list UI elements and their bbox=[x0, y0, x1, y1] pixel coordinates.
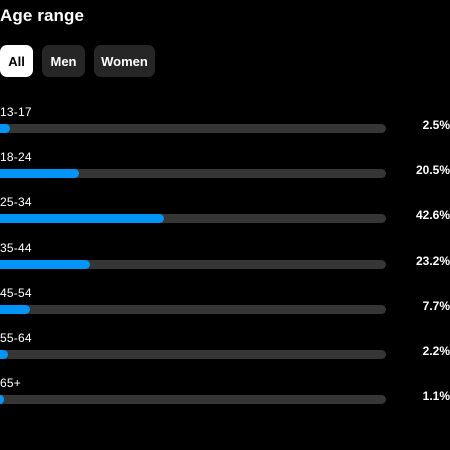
age-label: 45-54 bbox=[0, 286, 32, 300]
progress-fill bbox=[0, 305, 30, 314]
percent-value: 1.1% bbox=[422, 389, 450, 403]
progress-fill bbox=[0, 260, 90, 269]
age-label: 55-64 bbox=[0, 331, 32, 345]
percent-value: 2.2% bbox=[422, 344, 450, 358]
progress-fill bbox=[0, 350, 9, 359]
percent-value: 2.5% bbox=[422, 118, 450, 132]
age-label: 65+ bbox=[0, 376, 21, 390]
progress-fill bbox=[0, 214, 165, 223]
age-label: 35-44 bbox=[0, 241, 32, 255]
progress-track bbox=[0, 169, 386, 178]
progress-track bbox=[0, 305, 386, 314]
filter-men-button[interactable]: Men bbox=[42, 45, 85, 77]
progress-track bbox=[0, 214, 386, 223]
progress-track bbox=[0, 395, 386, 404]
page-title: Age range bbox=[0, 6, 85, 25]
percent-value: 7.7% bbox=[422, 299, 450, 313]
progress-fill bbox=[0, 395, 5, 404]
progress-track bbox=[0, 350, 386, 359]
progress-track bbox=[0, 260, 386, 269]
age-row-65-plus: 65+ 1.1% bbox=[0, 376, 450, 412]
age-row-55-64: 55-64 2.2% bbox=[0, 331, 450, 367]
age-row-35-44: 35-44 23.2% bbox=[0, 241, 450, 277]
age-label: 18-24 bbox=[0, 150, 32, 164]
progress-fill bbox=[0, 169, 80, 178]
age-label: 13-17 bbox=[0, 105, 32, 119]
age-label: 25-34 bbox=[0, 195, 32, 209]
age-row-25-34: 25-34 42.6% bbox=[0, 195, 450, 231]
progress-track bbox=[0, 124, 386, 133]
filter-women-button[interactable]: Women bbox=[94, 45, 155, 77]
percent-value: 42.6% bbox=[415, 208, 450, 222]
progress-fill bbox=[0, 124, 10, 133]
percent-value: 23.2% bbox=[415, 254, 450, 268]
filter-all-button[interactable]: All bbox=[0, 45, 33, 77]
percent-value: 20.5% bbox=[415, 163, 450, 177]
age-row-13-17: 13-17 2.5% bbox=[0, 105, 450, 141]
age-row-18-24: 18-24 20.5% bbox=[0, 150, 450, 186]
age-row-45-54: 45-54 7.7% bbox=[0, 286, 450, 322]
